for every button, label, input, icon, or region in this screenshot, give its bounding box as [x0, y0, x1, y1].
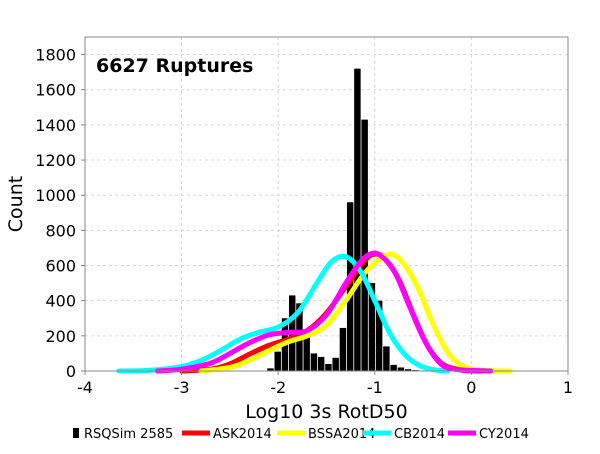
y-tick-label: 0	[66, 362, 76, 381]
histogram-bar	[361, 119, 368, 371]
legend-label: CB2014	[394, 427, 445, 442]
histogram-bar	[354, 68, 361, 372]
histogram-bar	[310, 353, 318, 371]
y-tick-label: 200	[45, 327, 76, 346]
legend-label: RSQSim 2585	[84, 427, 173, 442]
x-tick-label: 1	[563, 378, 573, 397]
axis-ticks: -4 -3 -2 -1 0 1 0 200 400 600 800 1000 1200 1400 1600 1…	[35, 46, 573, 397]
x-tick-label: -4	[77, 378, 93, 397]
x-tick-label: -1	[367, 378, 383, 397]
x-tick-label: 0	[466, 378, 476, 397]
legend: RSQSim 2585 ASK2014 BSSA2014 CB2014 CY2014	[73, 427, 529, 442]
y-tick-label: 400	[45, 292, 76, 311]
legend-label: CY2014	[479, 427, 529, 442]
legend-item: ASK2014	[182, 427, 272, 442]
legend-swatch-bar	[73, 428, 79, 438]
histogram-bar	[383, 346, 390, 371]
y-tick-label: 1800	[35, 46, 76, 65]
histogram-bar	[303, 337, 310, 371]
chart-annotation: 6627 Ruptures	[96, 55, 253, 77]
series-lines	[116, 250, 513, 374]
histogram-bar	[346, 202, 354, 371]
series-line-cy2014	[154, 250, 494, 374]
legend-label: ASK2014	[213, 427, 272, 442]
legend-label: BSSA2014	[308, 427, 375, 442]
histogram-bar	[339, 327, 347, 371]
legend-item: CB2014	[363, 427, 445, 442]
histogram-bar	[274, 351, 281, 371]
x-tick-label: -3	[174, 378, 190, 397]
y-tick-label: 800	[45, 221, 76, 240]
y-axis-title: Count	[5, 176, 27, 232]
y-tick-label: 1400	[35, 116, 76, 135]
y-tick-label: 1200	[35, 151, 76, 170]
legend-item: BSSA2014	[277, 427, 375, 442]
histogram-bar	[317, 356, 325, 371]
x-tick-label: -2	[270, 378, 286, 397]
y-tick-label: 1600	[35, 81, 76, 100]
histogram-bar	[404, 369, 412, 371]
histogram-bar	[267, 368, 274, 371]
histogram-bar	[397, 367, 405, 371]
series-line-cb2014	[116, 253, 450, 374]
histogram-bar	[375, 300, 383, 371]
legend-item: RSQSim 2585	[73, 427, 173, 442]
legend-item: CY2014	[448, 427, 529, 442]
histogram-bar	[390, 364, 397, 371]
y-tick-label: 600	[45, 257, 76, 276]
histogram-bar	[332, 357, 339, 371]
plot-frame	[84, 36, 569, 372]
y-tick-label: 1000	[35, 186, 76, 205]
series-line-bssa2014	[198, 251, 513, 374]
x-axis-title: Log10 3s RotD50	[245, 401, 407, 423]
histogram-bar	[368, 283, 376, 371]
histogram-bar	[325, 363, 332, 371]
